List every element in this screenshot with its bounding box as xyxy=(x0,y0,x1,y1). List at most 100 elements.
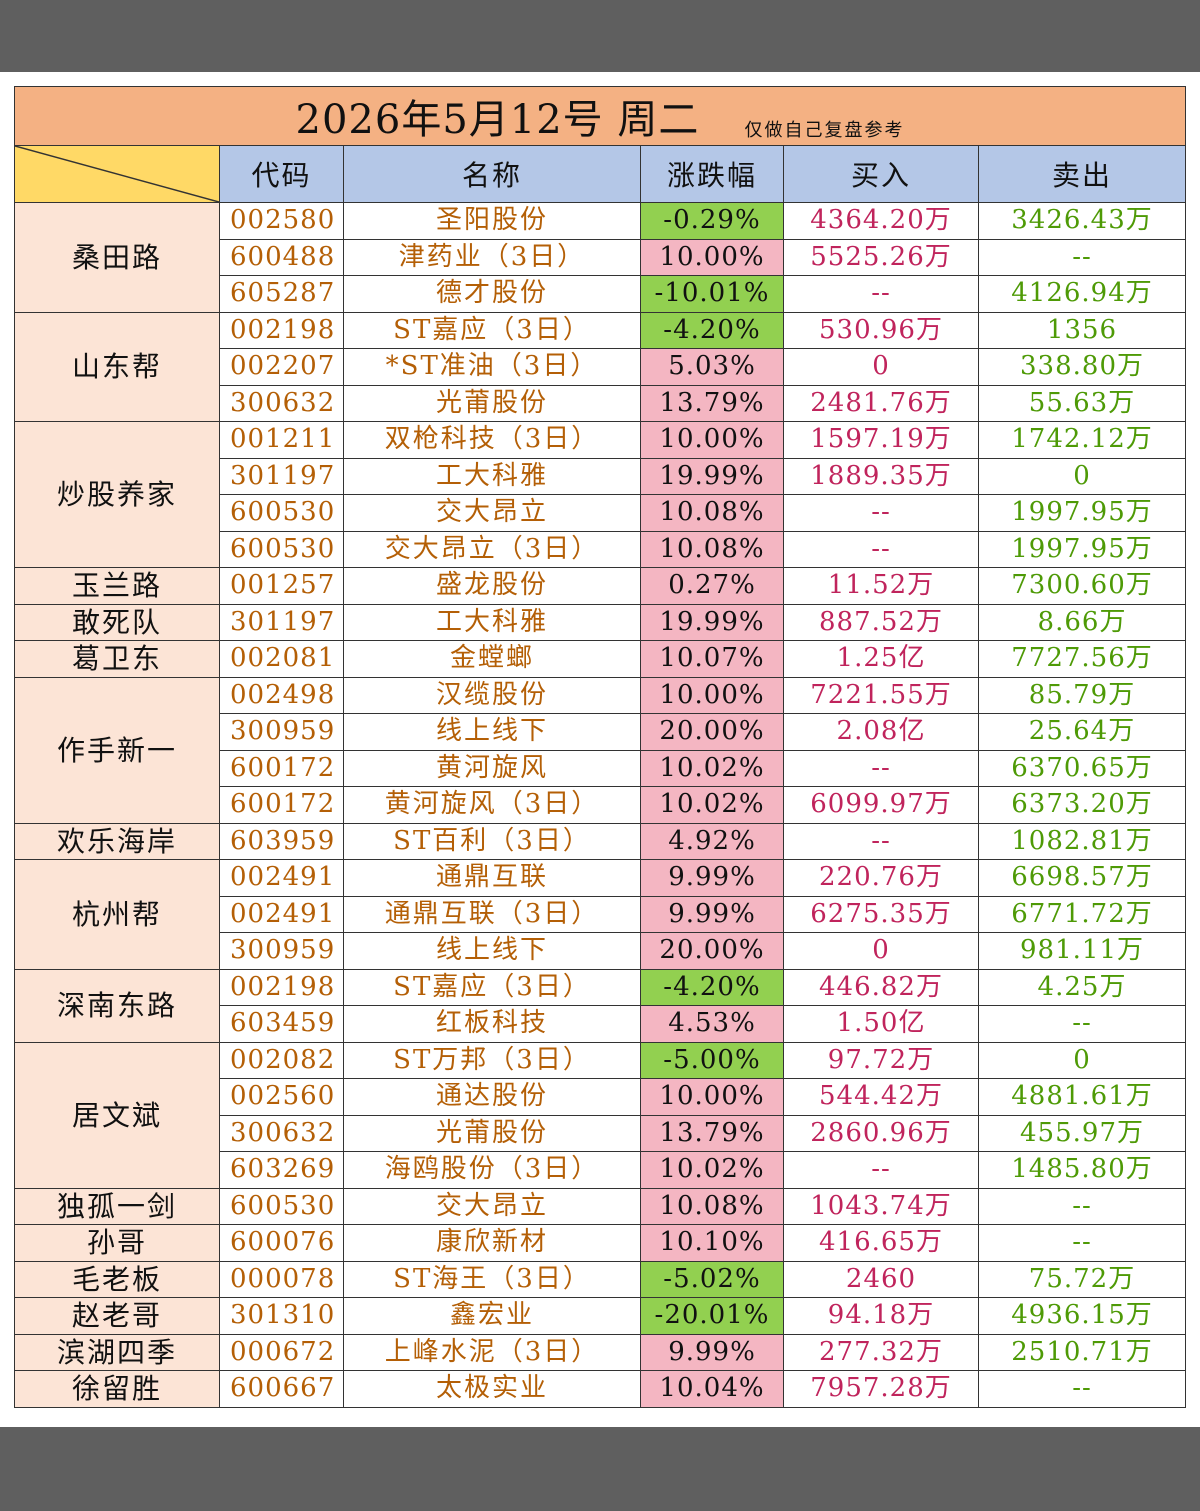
change-cell: 10.00% xyxy=(640,238,784,276)
sell-cell: -- xyxy=(977,1005,1187,1043)
name-cell: 通达股份 xyxy=(343,1078,641,1116)
change-cell: 9.99% xyxy=(640,1333,784,1371)
buy-cell: 2.08亿 xyxy=(783,713,979,751)
sell-cell: 1997.95万 xyxy=(977,494,1187,532)
table-row: 作手新一 002498 汉缆股份 10.00% 7221.55万 85.79万 xyxy=(14,676,1187,824)
title-cell: 2026年5月12号 周二 仅做自己复盘参考 xyxy=(13,86,1187,146)
sell-cell: 6370.65万 xyxy=(977,749,1187,787)
code-cell: 600488 xyxy=(219,238,344,276)
name-cell: 汉缆股份 xyxy=(343,676,641,714)
name-cell: 康欣新材 xyxy=(343,1224,641,1262)
name-cell: 津药业（3日） xyxy=(343,238,641,276)
table-row: 孙哥 600076 康欣新材 10.10% 416.65万 -- xyxy=(14,1224,1187,1262)
name-cell: 太极实业 xyxy=(343,1370,641,1408)
change-cell: 19.99% xyxy=(640,603,784,641)
buy-cell: 887.52万 xyxy=(783,603,979,641)
change-cell: 13.79% xyxy=(640,384,784,422)
change-cell: 20.00% xyxy=(640,932,784,970)
change-cell: -4.20% xyxy=(640,311,784,349)
sell-cell: 4126.94万 xyxy=(977,275,1187,313)
change-cell: -0.29% xyxy=(640,202,784,240)
sell-cell: 6373.20万 xyxy=(977,786,1187,824)
sell-cell: 2510.71万 xyxy=(977,1333,1187,1371)
sell-cell: 85.79万 xyxy=(977,676,1187,714)
group-cell: 桑田路 xyxy=(14,202,220,313)
buy-cell: 2481.76万 xyxy=(783,384,979,422)
group-cell: 深南东路 xyxy=(14,968,220,1043)
change-cell: 5.03% xyxy=(640,348,784,386)
buy-cell: 7957.28万 xyxy=(783,1370,979,1408)
table-row: 独孤一剑 600530 交大昂立 10.08% 1043.74万 -- xyxy=(14,1187,1187,1225)
title-note: 仅做自己复盘参考 xyxy=(744,119,905,141)
table-row: 300959 线上线下 20.00% 0 981.11万 xyxy=(15,932,1187,970)
buy-cell: 1043.74万 xyxy=(783,1187,979,1225)
code-cell: 002491 xyxy=(219,859,344,897)
name-cell: 工大科雅 xyxy=(343,603,641,641)
table-row: 603459 红板科技 4.53% 1.50亿 -- xyxy=(15,1005,1187,1043)
name-cell: 黄河旋风（3日） xyxy=(343,786,641,824)
code-cell: 600172 xyxy=(219,749,344,787)
change-cell: 10.00% xyxy=(640,676,784,714)
name-cell: ST百利（3日） xyxy=(343,822,641,860)
buy-cell: 7221.55万 xyxy=(783,676,979,714)
buy-cell: 1.25亿 xyxy=(783,640,979,678)
code-cell: 002198 xyxy=(219,311,344,349)
table-row: 600530 交大昂立 10.08% -- 1997.95万 xyxy=(15,494,1187,532)
code-cell: 000078 xyxy=(219,1260,344,1298)
table-row: 滨湖四季 000672 上峰水泥（3日） 9.99% 277.32万 2510.71万 xyxy=(14,1333,1187,1371)
group-cell: 徐留胜 xyxy=(14,1370,220,1408)
code-cell: 600530 xyxy=(219,530,344,568)
code-cell: 603959 xyxy=(219,822,344,860)
name-cell: 交大昂立 xyxy=(343,494,641,532)
name-cell: 光莆股份 xyxy=(343,384,641,422)
sell-cell: 455.97万 xyxy=(977,1114,1187,1152)
code-cell: 300632 xyxy=(219,384,344,422)
sell-cell: 55.63万 xyxy=(977,384,1187,422)
code-cell: 300959 xyxy=(219,932,344,970)
sell-cell: 0 xyxy=(977,1041,1187,1079)
sell-cell: 4.25万 xyxy=(977,968,1187,1006)
code-cell: 301197 xyxy=(219,603,344,641)
header-sell: 卖出 xyxy=(977,145,1187,203)
table-row: 葛卫东 002081 金螳螂 10.07% 1.25亿 7727.56万 xyxy=(14,640,1187,678)
title-date: 2026年5月12号 周二 xyxy=(295,97,700,143)
corner-cell xyxy=(14,145,220,203)
group-cell: 居文斌 xyxy=(14,1041,220,1189)
name-cell: 鑫宏业 xyxy=(343,1297,641,1335)
group-cell: 独孤一剑 xyxy=(14,1187,220,1225)
sell-cell: 6771.72万 xyxy=(977,895,1187,933)
change-cell: -5.02% xyxy=(640,1260,784,1298)
table-row: 300632 光莆股份 13.79% 2481.76万 55.63万 xyxy=(15,384,1187,422)
table-row: 002207 *ST准油（3日） 5.03% 0 338.80万 xyxy=(15,348,1187,386)
name-cell: 光莆股份 xyxy=(343,1114,641,1152)
table-row: 玉兰路 001257 盛龙股份 0.27% 11.52万 7300.60万 xyxy=(14,567,1187,605)
header-change: 涨跌幅 xyxy=(640,145,784,203)
sell-cell: 1485.80万 xyxy=(977,1151,1187,1189)
title-row: 2026年5月12号 周二 仅做自己复盘参考 xyxy=(13,86,1187,146)
sell-cell: 8.66万 xyxy=(977,603,1187,641)
sell-cell: 4881.61万 xyxy=(977,1078,1187,1116)
change-cell: 20.00% xyxy=(640,713,784,751)
sell-cell: -- xyxy=(977,1224,1187,1262)
name-cell: 上峰水泥（3日） xyxy=(343,1333,641,1371)
change-cell: 19.99% xyxy=(640,457,784,495)
table-row: 杭州帮 002491 通鼎互联 9.99% 220.76万 6698.57万 xyxy=(14,859,1187,970)
table-row: 居文斌 002082 ST万邦（3日） -5.00% 97.72万 0 xyxy=(14,1041,1187,1189)
sell-cell: 3426.43万 xyxy=(977,202,1187,240)
sell-cell: 1356 xyxy=(977,311,1187,349)
change-cell: -10.01% xyxy=(640,275,784,313)
code-cell: 301310 xyxy=(219,1297,344,1335)
code-cell: 603459 xyxy=(219,1005,344,1043)
group-cell: 玉兰路 xyxy=(14,567,220,605)
buy-cell: 5525.26万 xyxy=(783,238,979,276)
sell-cell: 0 xyxy=(977,457,1187,495)
group-cell: 孙哥 xyxy=(14,1224,220,1262)
table-row: 002491 通鼎互联（3日） 9.99% 6275.35万 6771.72万 xyxy=(15,895,1187,933)
name-cell: 盛龙股份 xyxy=(343,567,641,605)
buy-cell: 2860.96万 xyxy=(783,1114,979,1152)
buy-cell: 1597.19万 xyxy=(783,421,979,459)
table-body: 桑田路 002580 圣阳股份 -0.29% 4364.20万 3426.43万 60048… xyxy=(14,202,1187,1408)
change-cell: -20.01% xyxy=(640,1297,784,1335)
buy-cell: 446.82万 xyxy=(783,968,979,1006)
change-cell: 9.99% xyxy=(640,859,784,897)
